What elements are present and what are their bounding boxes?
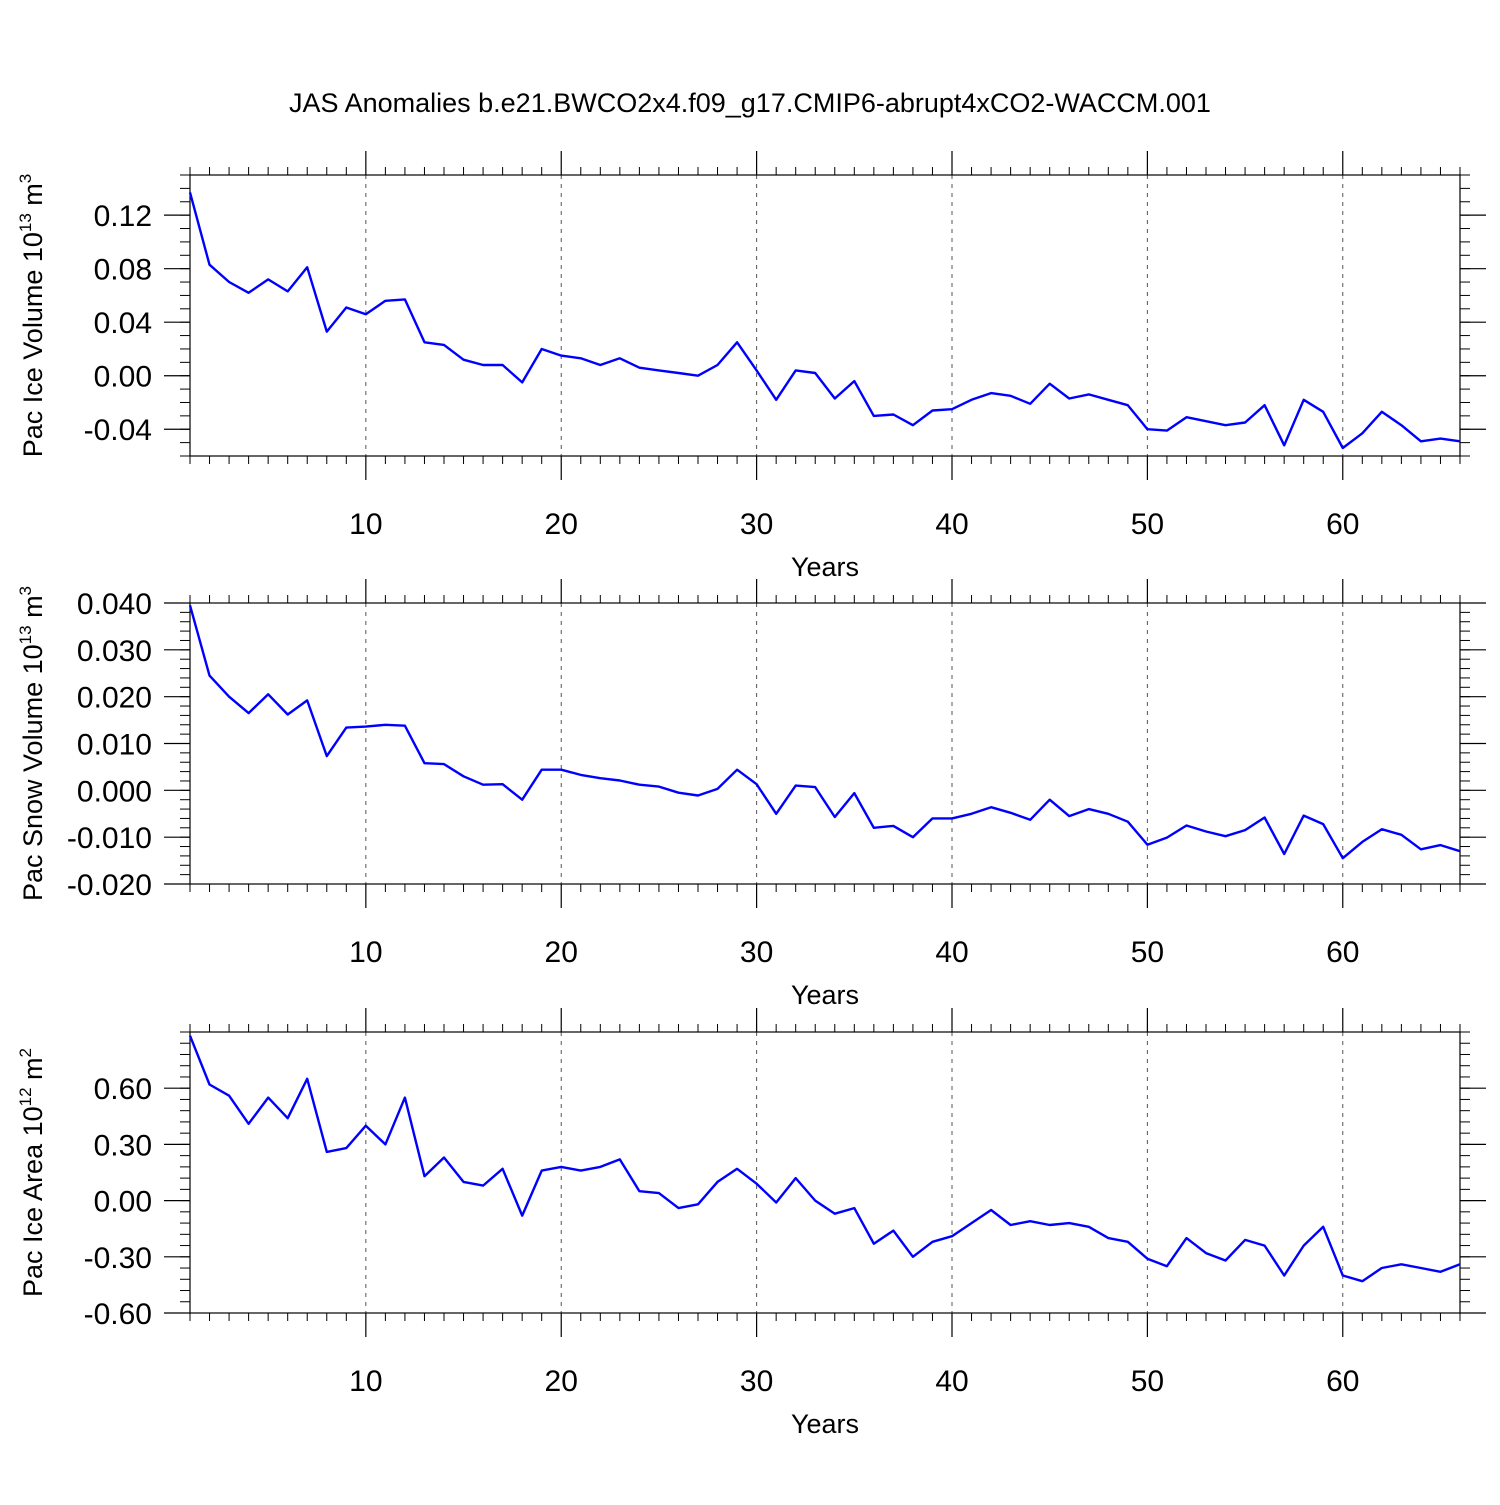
chart-title: JAS Anomalies b.e21.BWCO2x4.f09_g17.CMIP… [289, 88, 1211, 118]
x-tick-label-50: 50 [1131, 1365, 1164, 1398]
y-axis-label: Pac Ice Volume 1013 m3 [16, 174, 48, 458]
x-tick-label-20: 20 [545, 936, 578, 969]
x-axis-label: Years [791, 1409, 859, 1439]
chart-panel-ice-area: 10 20 30 40 50 60 -0.60 -0.30 0.00 0.30 0.60 Years P… [16, 1008, 1486, 1439]
y-tick-label--0.010: -0.010 [67, 822, 152, 855]
y-tick-label--0.020: -0.020 [67, 869, 152, 902]
y-tick-label-0.00: 0.00 [94, 361, 152, 394]
x-tick-label-60: 60 [1326, 1365, 1359, 1398]
y-tick-label--0.04: -0.04 [84, 414, 152, 447]
y-tick-label-0.040: 0.040 [77, 588, 152, 621]
x-tick-label-30: 30 [740, 508, 773, 541]
x-axis-label: Years [791, 980, 859, 1010]
x-tick-label-10: 10 [349, 1365, 382, 1398]
x-tick-label-10: 10 [349, 508, 382, 541]
y-tick-label-0.12: 0.12 [94, 200, 152, 233]
plot-frame [189, 174, 1461, 457]
y-axis-label: Pac Snow Volume 1013 m3 [16, 586, 48, 901]
x-tick-label-50: 50 [1131, 508, 1164, 541]
x-tick-label-40: 40 [935, 508, 968, 541]
x-tick-label-50: 50 [1131, 936, 1164, 969]
x-tick-label-40: 40 [935, 1365, 968, 1398]
x-tick-label-10: 10 [349, 936, 382, 969]
y-tick-label-0.000: 0.000 [77, 775, 152, 808]
x-tick-label-30: 30 [740, 1365, 773, 1398]
y-tick-label-0.08: 0.08 [94, 254, 152, 287]
y-tick-label-0.30: 0.30 [94, 1129, 152, 1162]
x-tick-label-60: 60 [1326, 508, 1359, 541]
y-tick-label-0.020: 0.020 [77, 682, 152, 715]
x-tick-label-40: 40 [935, 936, 968, 969]
chart-panel-ice-volume: 10 20 30 40 50 60 -0.04 0.00 0.04 0.08 0.12 Years Pa… [16, 151, 1486, 582]
y-tick-label--0.60: -0.60 [84, 1298, 152, 1331]
x-tick-label-30: 30 [740, 936, 773, 969]
x-tick-label-60: 60 [1326, 936, 1359, 969]
y-tick-label-0.00: 0.00 [94, 1186, 152, 1219]
y-tick-label-0.010: 0.010 [77, 729, 152, 762]
x-tick-label-20: 20 [545, 1365, 578, 1398]
x-tick-label-20: 20 [545, 508, 578, 541]
plot-frame [189, 1031, 1461, 1314]
series-line-ice-area [188, 1035, 1461, 1283]
y-tick-label-0.60: 0.60 [94, 1073, 152, 1106]
x-axis-label: Years [791, 552, 859, 582]
y-tick-label-0.030: 0.030 [77, 635, 152, 668]
chart-panel-snow-volume: 10 20 30 40 50 60 -0.020 -0.010 0.000 0.010 0.020 0… [16, 579, 1486, 1010]
plot-frame [189, 602, 1461, 885]
series-line-snow-volume [188, 604, 1461, 860]
y-axis-label: Pac Ice Area 1012 m2 [16, 1048, 48, 1297]
series-line-ice-volume [188, 192, 1461, 450]
y-tick-label--0.30: -0.30 [84, 1242, 152, 1275]
y-tick-label-0.04: 0.04 [94, 307, 152, 340]
